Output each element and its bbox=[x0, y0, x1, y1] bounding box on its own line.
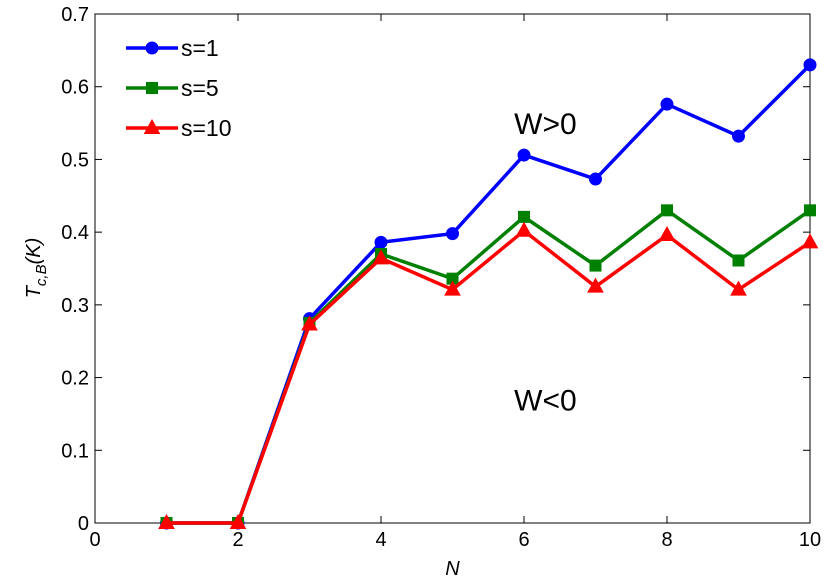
data-point bbox=[732, 254, 745, 267]
series-layer bbox=[158, 58, 819, 530]
data-point bbox=[517, 148, 531, 162]
data-point bbox=[732, 129, 745, 143]
data-point bbox=[374, 235, 388, 249]
annotation-layer: W>0 W<0 bbox=[514, 108, 577, 417]
data-point bbox=[518, 210, 530, 223]
y-tick-label: 0.2 bbox=[61, 368, 89, 390]
data-point bbox=[801, 233, 819, 249]
x-tick-label: 10 bbox=[799, 529, 821, 551]
y-axis-label: Tc,B(K) bbox=[23, 238, 50, 299]
data-point bbox=[589, 259, 602, 272]
x-axis-label: N bbox=[445, 558, 460, 580]
data-point bbox=[158, 513, 175, 529]
data-point bbox=[804, 204, 816, 217]
axes: 0 2 4 6 8 10 0 0.1 0.2 0.3 0.4 0.5 0.6 0.7 bbox=[61, 4, 821, 551]
data-point bbox=[444, 280, 461, 296]
data-point bbox=[658, 226, 676, 242]
legend: s=1 s=5 s=10 bbox=[120, 30, 250, 148]
data-point bbox=[730, 280, 747, 296]
legend-label: s=10 bbox=[181, 115, 232, 141]
x-tick-label: 4 bbox=[375, 529, 386, 551]
data-point bbox=[589, 172, 602, 186]
data-point bbox=[446, 227, 459, 241]
data-point bbox=[803, 58, 817, 72]
y-axis-label-unit: (K) bbox=[23, 238, 45, 265]
legend-marker bbox=[145, 41, 159, 55]
legend-marker bbox=[146, 82, 158, 94]
annotation: W<0 bbox=[514, 384, 577, 417]
y-tick-label: 0.4 bbox=[61, 222, 89, 244]
y-tick-label: 0.6 bbox=[61, 77, 89, 99]
y-tick-label: 0 bbox=[78, 513, 89, 535]
x-tick-label: 6 bbox=[518, 529, 529, 551]
data-point bbox=[301, 315, 318, 331]
x-tick-label: 8 bbox=[661, 529, 672, 551]
legend-label: s=1 bbox=[181, 35, 219, 61]
x-tick-label: 0 bbox=[89, 529, 100, 551]
data-point bbox=[660, 97, 674, 111]
y-tick-label: 0.7 bbox=[61, 4, 89, 26]
y-tick-label: 0.1 bbox=[61, 440, 89, 462]
y-axis-label-main: T bbox=[23, 284, 45, 298]
data-point bbox=[515, 221, 533, 237]
series-line bbox=[166, 228, 811, 525]
annotation: W>0 bbox=[514, 108, 577, 141]
data-point bbox=[587, 277, 604, 293]
legend-label: s=5 bbox=[181, 75, 219, 101]
y-tick-label: 0.5 bbox=[61, 149, 89, 171]
series-s=10 bbox=[158, 221, 819, 529]
y-axis-label-sub: c,B bbox=[33, 264, 50, 286]
data-point bbox=[372, 249, 390, 265]
y-tick-label: 0.3 bbox=[61, 295, 89, 317]
data-point bbox=[229, 513, 247, 529]
x-tick-label: 2 bbox=[232, 529, 243, 551]
legend-marker bbox=[143, 118, 161, 134]
data-point bbox=[661, 204, 673, 217]
